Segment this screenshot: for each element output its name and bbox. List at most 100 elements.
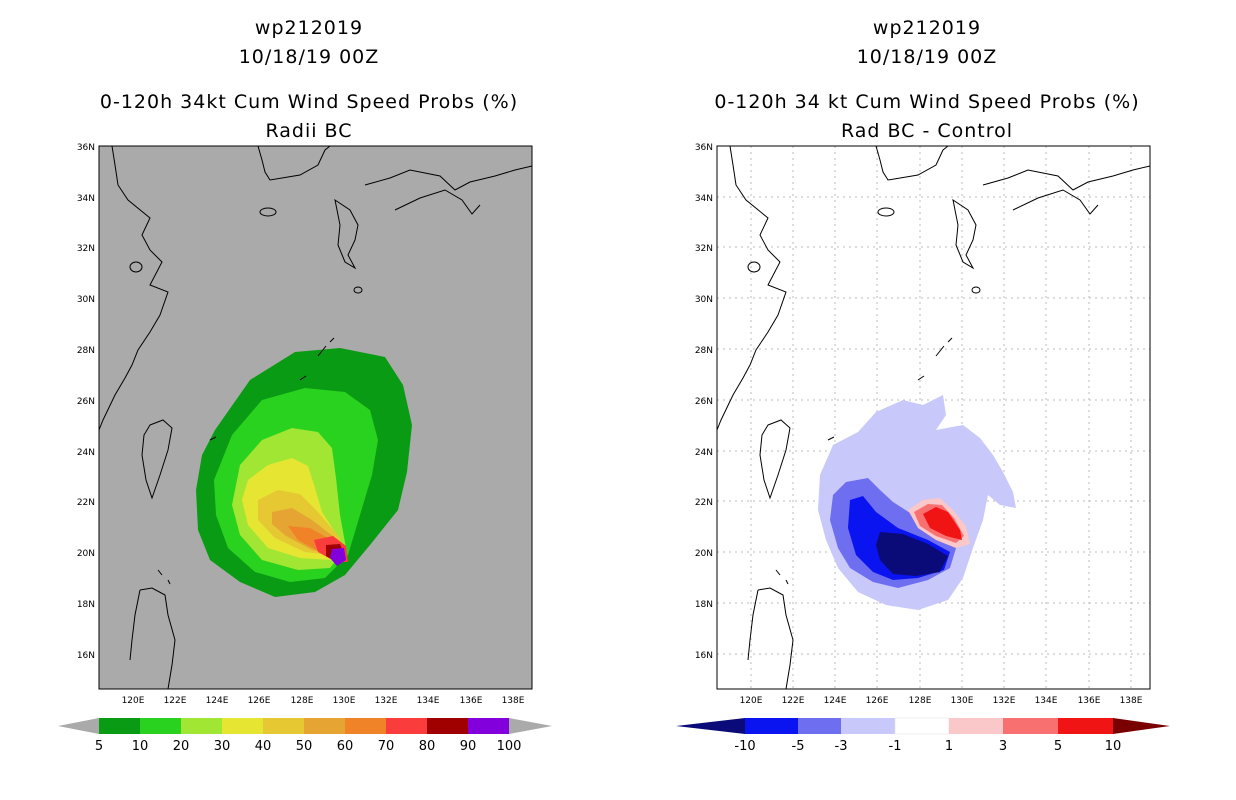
colorbar-swatch [1058,718,1113,734]
colorbar-label: 1 [945,739,953,754]
small-island [353,286,363,294]
left-title-product: 0-120h 34kt Cum Wind Speed Probs (%) [99,91,519,113]
lat-label: 20N [77,549,95,559]
colorbar-arrow-right [1113,718,1170,734]
colorbar-arrow-left [58,718,99,734]
colorbar-swatch [99,718,140,734]
right-title-date: 10/18/19 00Z [856,46,998,68]
lon-label: 132E [375,696,398,706]
colorbar-label: 90 [460,739,477,754]
lon-label: 122E [164,696,187,706]
right-title-method: Rad BC - Control [840,120,1014,142]
lon-label: 120E [740,696,763,706]
colorbar-swatch [949,718,1003,734]
right-map: 36N 34N 32N 30N 28N 26N 24N 22N 20N 18N … [676,143,1170,754]
colorbar-swatch [468,718,509,734]
colorbar-swatch [427,718,468,734]
lat-axis: 36N 34N 32N 30N 28N 26N 24N 22N 20N 18N … [77,143,95,661]
lon-label: 138E [1120,696,1143,706]
lon-label: 132E [993,696,1016,706]
colorbar-swatch [181,718,222,734]
left-colorbar: 5 10 20 30 40 50 60 70 80 90 100 [58,718,552,754]
lat-label: 26N [695,397,713,407]
japan-honshu [982,165,1151,215]
luzon [747,587,794,690]
colorbar-swatch [263,718,304,734]
right-panel: wp212019 10/18/19 00Z 0-120h 34 kt Cum W… [618,0,1236,800]
jeju-island [259,207,277,217]
colorbar-swatch [894,717,950,735]
lat-label: 34N [77,194,95,204]
colorbar-swatch [140,718,181,734]
lon-label: 128E [909,696,932,706]
colorbar-label: 30 [214,739,231,754]
colorbar-swatch [222,718,263,734]
luzon [129,587,176,690]
colorbar-label: 3 [999,739,1007,754]
colorbar-label: 60 [337,739,354,754]
lon-label: 130E [951,696,974,706]
colorbar-label: 100 [497,739,522,754]
colorbar-label: -1 [889,739,902,754]
colorbar-label: -5 [792,739,805,754]
colorbar-swatch [798,718,841,734]
batanes-islands [157,569,171,585]
lon-label: 134E [417,696,440,706]
left-title-method: Radii BC [265,120,353,142]
colorbar-label: -3 [835,739,848,754]
lat-axis: 36N 34N 32N 30N 28N 26N 24N 22N 20N 18N … [695,143,713,661]
left-title-date: 10/18/19 00Z [238,46,380,68]
small-island [971,286,981,294]
colorbar-swatch [1003,718,1058,734]
yangtze-island [129,261,143,273]
difference-contours [818,395,1016,610]
left-map: 36N 34N 32N 30N 28N 26N 24N 22N 20N 18N … [58,143,552,754]
lat-label: 24N [695,448,713,458]
colorbar-label: 10 [132,739,149,754]
ryukyu-islands [827,337,953,441]
lon-label: 130E [333,696,356,706]
lon-axis: 120E 122E 124E 126E 128E 130E 132E 134E … [740,696,1143,706]
colorbar-swatch [745,718,798,734]
lat-label: 32N [695,244,713,254]
colorbar-swatch [345,718,386,734]
japan-kyushu [952,198,977,270]
colorbar-label: -10 [734,739,755,754]
lon-label: 138E [502,696,525,706]
lon-label: 136E [1078,696,1101,706]
jeju-island [877,207,895,217]
lat-label: 36N [695,143,713,153]
colorbar-label: 5 [95,739,103,754]
lat-label: 28N [77,346,95,356]
lat-label: 18N [77,600,95,610]
lat-label: 18N [695,600,713,610]
taiwan [759,419,791,500]
lon-label: 128E [291,696,314,706]
lon-label: 124E [824,696,847,706]
lon-label: 124E [206,696,229,706]
coastlines [98,145,533,690]
right-colorbar: -10 -5 -3 -1 1 3 5 10 [676,717,1170,754]
left-panel: wp212019 10/18/19 00Z 0-120h 34kt Cum Wi… [58,17,552,754]
taiwan [141,419,173,500]
china-coast [98,145,169,431]
colorbar-label: 5 [1054,739,1062,754]
colorbar-swatch [386,718,427,734]
lat-label: 34N [695,194,713,204]
colorbar-swatch [304,718,345,734]
lat-label: 28N [695,346,713,356]
map-frame [98,145,533,690]
left-title-storm: wp212019 [254,17,364,39]
lat-label: 16N [695,651,713,661]
colorbar-swatch [841,718,895,734]
lon-label: 120E [122,696,145,706]
lat-label: 32N [77,244,95,254]
colorbar-label: 80 [419,739,436,754]
lon-label: 136E [460,696,483,706]
lat-label: 36N [77,143,95,153]
lon-label: 134E [1035,696,1058,706]
japan-kyushu [334,198,359,270]
colorbar-label: 50 [296,739,313,754]
contour-minus10 [876,532,948,576]
lat-label: 16N [77,651,95,661]
